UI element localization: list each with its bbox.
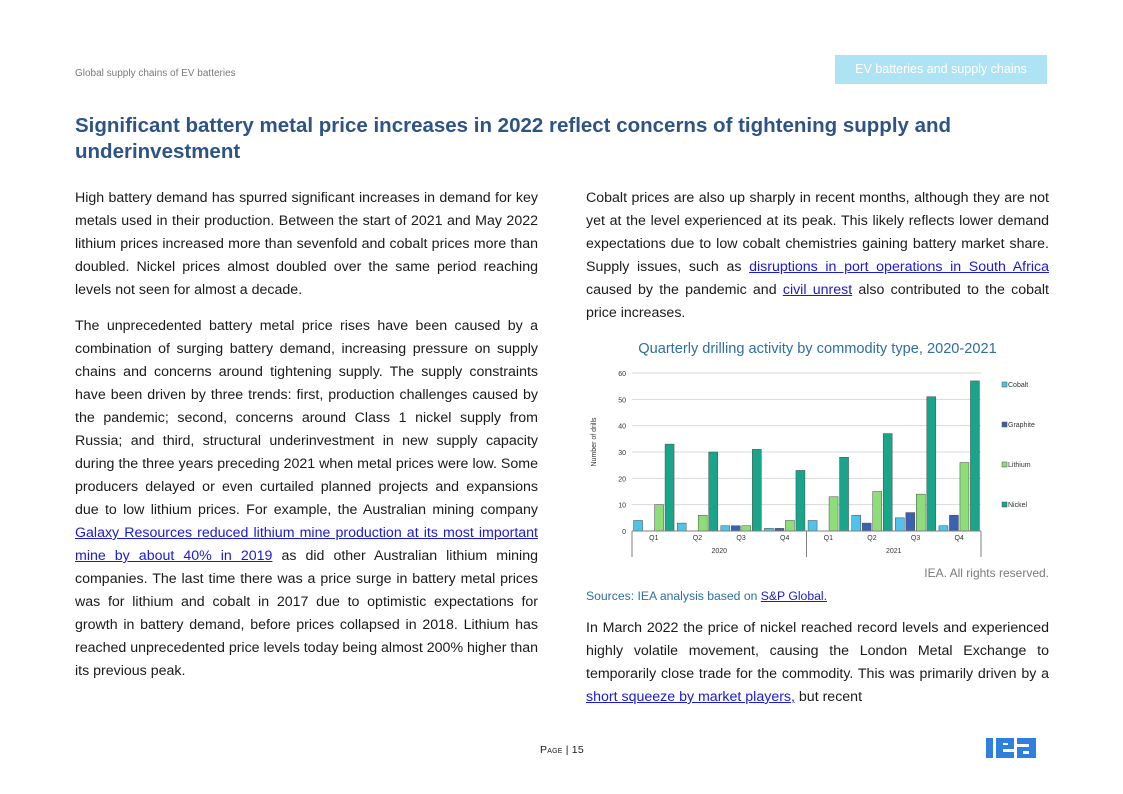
drilling-activity-chart: 0 10 20 30 40 50 60 Number of drills Q1 Q2 Q3 Q4 Q1 Q… <box>591 371 1035 557</box>
y-tick-label: 30 <box>618 450 626 457</box>
paragraph-text: but recent <box>794 689 863 705</box>
x-tick-label: Q4 <box>780 535 789 542</box>
legend-swatch-lithium <box>1001 461 1008 468</box>
x-tick-label: Q3 <box>736 535 745 542</box>
bar-nickel-7 <box>926 396 937 532</box>
bar-lithium-8 <box>959 462 970 532</box>
x-group-label: 2021 <box>886 548 902 555</box>
legend-swatch-graphite <box>1001 421 1008 428</box>
left-column: High battery demand has spurred signific… <box>75 187 538 696</box>
chart-title: Quarterly drilling activity by commodity… <box>638 341 997 357</box>
paragraph-text: In March 2022 the price of nickel reache… <box>586 620 1049 682</box>
chart-credit: IEA. All rights reserved. <box>924 566 1049 580</box>
y-axis-label: Number of drills <box>591 417 598 467</box>
bar-graphite-8 <box>949 514 959 532</box>
paragraph-text: as did other Australian lithium mining c… <box>75 548 538 679</box>
bar-graphite-6 <box>861 522 872 532</box>
bar-nickel-8 <box>970 380 980 532</box>
legend-label-nickel: Nickel <box>1008 502 1028 509</box>
bar-lithium-7 <box>916 493 926 532</box>
legend-label-cobalt: Cobalt <box>1008 382 1028 389</box>
paragraph-cobalt-prices: Cobalt prices are also up sharply in rec… <box>586 187 1049 325</box>
page-label: Page <box>540 744 563 756</box>
y-tick-label: 40 <box>618 424 626 431</box>
bar-nickel-3 <box>752 449 762 532</box>
right-column-bottom: In March 2022 the price of nickel reache… <box>586 617 1049 722</box>
bar-lithium-2 <box>697 514 708 532</box>
paragraph-text: caused by the pandemic and <box>586 282 783 298</box>
bar-lithium-5 <box>828 496 839 532</box>
logo-letter-a <box>1017 738 1036 758</box>
bar-cobalt-2 <box>676 522 687 532</box>
y-tick-label: 50 <box>618 397 626 404</box>
x-tick-label: Q3 <box>911 535 920 542</box>
x-tick-label: Q4 <box>955 535 964 542</box>
bar-graphite-3 <box>731 525 741 532</box>
chart-source-text: Sources: IEA analysis based on <box>586 589 761 603</box>
bar-cobalt-6 <box>851 514 861 532</box>
x-group-label: 2020 <box>711 548 727 555</box>
logo-letter-i <box>986 738 993 758</box>
galaxy-resources-link[interactable]: Galaxy Resources reduced lithium mine pr… <box>75 525 538 564</box>
page-title: Significant battery metal price increase… <box>75 114 952 163</box>
legend-label-graphite: Graphite <box>1008 422 1035 429</box>
x-tick-label: Q1 <box>824 535 833 542</box>
bar-nickel-1 <box>664 443 675 532</box>
sp-global-link[interactable]: S&P Global. <box>760 589 827 603</box>
paragraph-price-increases: High battery demand has spurred signific… <box>75 190 538 298</box>
paragraph-supply-constraints: The unprecedented battery metal price ri… <box>75 315 538 683</box>
legend-swatch-cobalt <box>1001 381 1008 388</box>
logo-letter-e <box>996 738 1014 758</box>
bar-nickel-6 <box>882 433 893 532</box>
page-number: Page | 15 <box>540 744 584 756</box>
page-number-value: 15 <box>571 744 584 756</box>
y-tick-label: 0 <box>622 529 626 536</box>
bar-cobalt-7 <box>895 517 905 532</box>
bar-nickel-5 <box>839 457 849 532</box>
port-disruptions-link[interactable]: disruptions in port operations in South … <box>749 259 1049 275</box>
legend-swatch-nickel <box>1001 501 1008 508</box>
paragraph-nickel-prices: In March 2022 the price of nickel reache… <box>586 617 1049 709</box>
bar-nickel-2 <box>708 451 718 532</box>
legend-label-lithium: Lithium <box>1008 462 1031 469</box>
x-tick-label: Q2 <box>693 535 702 542</box>
bar-lithium-3 <box>741 525 752 532</box>
x-tick-label: Q1 <box>649 535 658 542</box>
paragraph-text: Cobalt prices are also up sharply in rec… <box>586 190 1049 275</box>
bar-lithium-4 <box>785 520 795 532</box>
right-column-top: Cobalt prices are also up sharply in rec… <box>586 187 1049 338</box>
x-tick-label: Q2 <box>867 535 876 542</box>
y-tick-label: 20 <box>618 476 626 483</box>
paragraph-text: The unprecedented battery metal price ri… <box>75 318 538 518</box>
paragraph-text: also contributed to the cobalt price inc… <box>586 282 1049 321</box>
bar-cobalt-3 <box>720 525 731 532</box>
bar-cobalt-8 <box>938 525 949 532</box>
civil-unrest-link[interactable]: civil unrest <box>782 282 853 298</box>
y-tick-label: 10 <box>618 503 626 510</box>
bar-nickel-4 <box>795 470 806 532</box>
short-squeeze-link[interactable]: short squeeze by market players, <box>586 689 795 705</box>
bar-cobalt-5 <box>807 520 818 532</box>
y-tick-label: 60 <box>618 371 626 378</box>
page-separator: | <box>565 744 569 756</box>
bar-graphite-7 <box>905 512 916 532</box>
running-header: Global supply chains of EV batteries <box>75 68 236 79</box>
bar-cobalt-1 <box>633 520 643 532</box>
logo-letter-a-gap <box>1023 751 1029 754</box>
chart-source: Sources: IEA analysis based on S&P Globa… <box>586 589 827 603</box>
bar-lithium-1 <box>654 504 664 532</box>
iea-logo[interactable]: iea <box>986 734 1048 760</box>
section-tab[interactable]: EV batteries and supply chains <box>835 55 1047 84</box>
logo-letter-e-gap <box>1003 743 1008 745</box>
bar-lithium-6 <box>872 491 882 532</box>
